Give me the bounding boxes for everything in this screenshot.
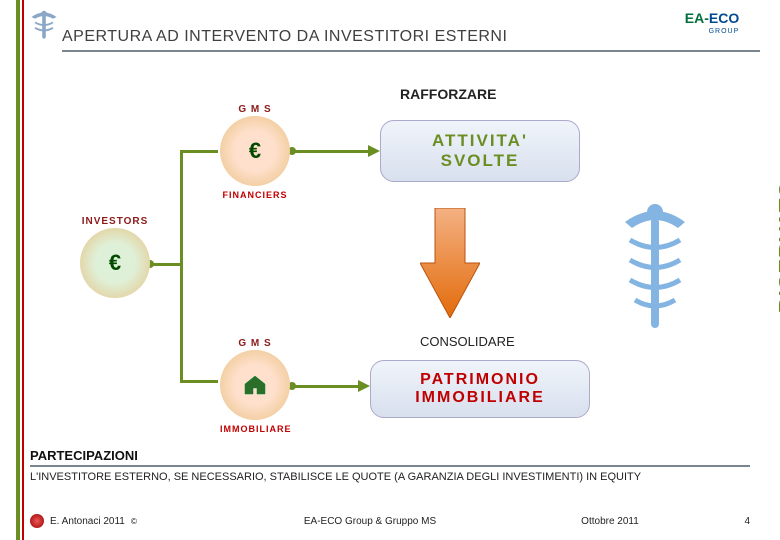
node-label-bottom: FINANCIERS <box>220 190 290 200</box>
arrowhead-icon <box>368 145 380 157</box>
pill-text: IMMOBILIARE <box>395 389 565 407</box>
connector-line <box>180 150 218 153</box>
page-title: APERTURA AD INTERVENTO DA INVESTITORI ES… <box>62 28 760 46</box>
node-gms-realestate: G M S IMMOBILIARE <box>220 350 290 420</box>
arrowhead-icon <box>358 380 370 392</box>
pill-attivita: ATTIVITA' SVOLTE <box>380 120 580 182</box>
header-divider <box>62 50 760 52</box>
footer: E. Antonaci 2011 © EA-ECO Group & Gruppo … <box>30 514 750 528</box>
slide: EA-ECO GROUP APERTURA AD INTERVENTO DA I… <box>0 0 780 540</box>
left-accent-bar-red <box>22 0 24 540</box>
connector-line <box>180 150 183 382</box>
footer-center: EA-ECO Group & Gruppo MS <box>210 516 530 527</box>
node-label-top: INVESTORS <box>80 216 150 227</box>
left-accent-bar-green <box>16 0 20 540</box>
label-rafforzare: RAFFORZARE <box>400 86 496 102</box>
house-icon <box>243 374 267 396</box>
connector-line <box>294 385 359 388</box>
node-label-top: G M S <box>220 338 290 349</box>
divider <box>30 465 750 467</box>
section-text: L'INVESTITORE ESTERNO, SE NECESSARIO, ST… <box>30 471 750 483</box>
footer-date: Ottobre 2011 <box>530 516 690 527</box>
caduceus-small-icon <box>26 8 62 44</box>
pill-text: SVOLTE <box>405 151 555 171</box>
label-consolidare: CONSOLIDARE <box>420 334 515 349</box>
node-label-top: G M S <box>220 104 290 115</box>
euro-icon: € <box>109 250 121 276</box>
connector-line <box>294 150 369 153</box>
bottom-section: PARTECIPAZIONI L'INVESTITORE ESTERNO, SE… <box>30 448 750 483</box>
connector-line <box>180 380 218 383</box>
euro-icon: € <box>249 138 261 164</box>
pill-text: PATRIMONIO <box>395 371 565 389</box>
footer-author-block: E. Antonaci 2011 © <box>30 514 210 528</box>
connector-line <box>152 263 182 266</box>
pill-text: ATTIVITA' <box>405 131 555 151</box>
header: APERTURA AD INTERVENTO DA INVESTITORI ES… <box>62 28 760 52</box>
node-label-bottom: IMMOBILIARE <box>220 424 290 434</box>
big-down-arrow-icon <box>420 208 480 318</box>
footer-author: E. Antonaci 2011 <box>50 516 125 527</box>
logo-text-eco: ECO <box>709 10 739 26</box>
node-gms-finance: G M S € FINANCIERS <box>220 116 290 186</box>
section-title: PARTECIPAZIONI <box>30 448 750 463</box>
copyright-icon <box>30 514 44 528</box>
pill-patrimonio: PATRIMONIO IMMOBILIARE <box>370 360 590 418</box>
diagram: RAFFORZARE INVESTORS € G M S € FINANCIER… <box>80 80 720 440</box>
caduceus-large-icon <box>610 200 700 350</box>
node-investor: INVESTORS € <box>80 228 150 298</box>
logo-text-ea: EA- <box>685 10 709 26</box>
footer-copyright: © <box>131 516 137 526</box>
footer-page-number: 4 <box>690 516 750 527</box>
watermark-riservato: RISERVATO <box>774 180 780 313</box>
